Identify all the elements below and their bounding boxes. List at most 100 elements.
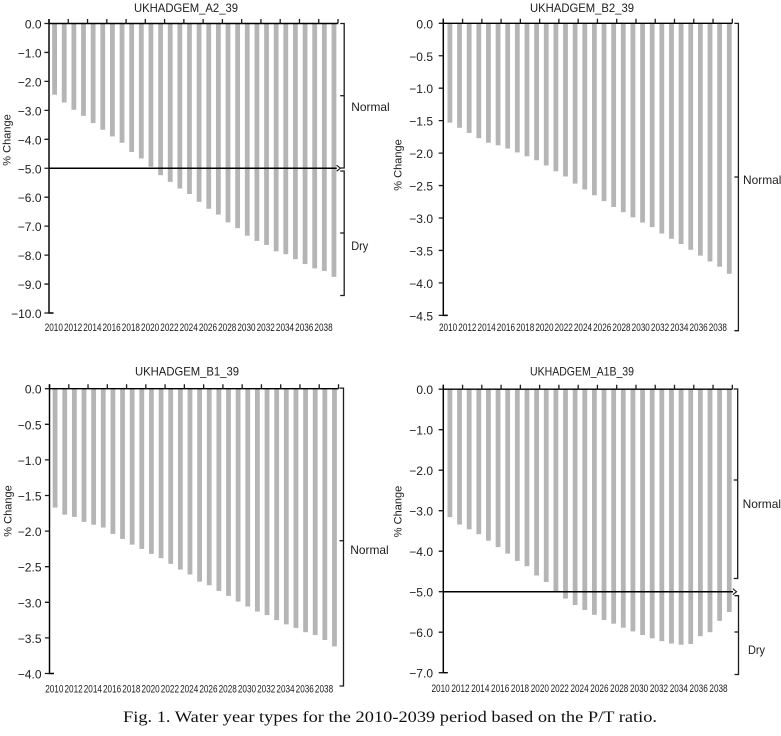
- svg-text:−2.0: −2.0: [18, 75, 42, 89]
- svg-text:% Change: % Change: [393, 486, 405, 537]
- svg-text:−2.0: −2.0: [409, 464, 433, 478]
- svg-text:2016: 2016: [103, 684, 121, 696]
- svg-text:UKHADGEM_B1_39: UKHADGEM_B1_39: [135, 365, 239, 379]
- svg-text:2030: 2030: [630, 683, 648, 695]
- svg-text:−2.0: −2.0: [409, 147, 433, 161]
- svg-text:−3.0: −3.0: [18, 596, 42, 610]
- svg-text:UKHADGEM_A2_39: UKHADGEM_A2_39: [134, 1, 238, 15]
- svg-text:2024: 2024: [570, 683, 588, 695]
- svg-text:Normal: Normal: [743, 173, 781, 187]
- svg-text:2022: 2022: [160, 322, 178, 334]
- svg-text:Normal: Normal: [351, 100, 389, 114]
- svg-text:2012: 2012: [458, 322, 476, 334]
- svg-text:2024: 2024: [574, 322, 592, 334]
- svg-text:% Change: % Change: [392, 139, 404, 190]
- svg-text:2010: 2010: [45, 322, 63, 334]
- svg-text:2028: 2028: [218, 322, 236, 334]
- svg-text:2032: 2032: [651, 322, 669, 334]
- svg-text:2034: 2034: [670, 322, 688, 334]
- svg-text:Dry: Dry: [351, 239, 368, 253]
- svg-text:−7.0: −7.0: [409, 667, 433, 681]
- svg-text:2016: 2016: [497, 322, 515, 334]
- svg-text:−1.0: −1.0: [18, 454, 42, 468]
- svg-text:−1.0: −1.0: [18, 46, 42, 60]
- svg-text:2010: 2010: [439, 322, 457, 334]
- svg-text:Normal: Normal: [350, 543, 388, 557]
- svg-text:2026: 2026: [199, 684, 217, 696]
- svg-text:−5.0: −5.0: [409, 586, 433, 600]
- svg-text:2028: 2028: [219, 684, 237, 696]
- svg-text:2030: 2030: [238, 684, 256, 696]
- svg-text:−3.0: −3.0: [18, 104, 42, 118]
- svg-text:0.0: 0.0: [416, 383, 433, 397]
- svg-text:Normal: Normal: [743, 497, 781, 511]
- svg-text:−6.0: −6.0: [18, 191, 42, 205]
- svg-text:−3.5: −3.5: [18, 632, 42, 646]
- svg-text:−1.0: −1.0: [409, 82, 433, 96]
- svg-text:2034: 2034: [276, 684, 294, 696]
- svg-text:2012: 2012: [64, 322, 82, 334]
- svg-text:−5.0: −5.0: [18, 162, 42, 176]
- svg-text:2016: 2016: [491, 683, 509, 695]
- svg-text:2014: 2014: [84, 684, 102, 696]
- svg-text:−4.0: −4.0: [409, 277, 433, 291]
- svg-text:2038: 2038: [709, 683, 727, 695]
- svg-text:% Change: % Change: [2, 485, 14, 536]
- svg-text:Dry: Dry: [748, 643, 765, 657]
- svg-text:−3.0: −3.0: [409, 505, 433, 519]
- svg-text:−1.5: −1.5: [409, 115, 433, 129]
- svg-text:2038: 2038: [709, 322, 727, 334]
- svg-text:2020: 2020: [142, 684, 160, 696]
- svg-text:2036: 2036: [690, 683, 708, 695]
- svg-text:2018: 2018: [122, 684, 140, 696]
- svg-text:2036: 2036: [296, 684, 314, 696]
- svg-text:2030: 2030: [237, 322, 255, 334]
- svg-text:−3.5: −3.5: [409, 244, 433, 258]
- svg-text:2024: 2024: [180, 322, 198, 334]
- svg-text:−4.0: −4.0: [18, 668, 42, 682]
- svg-text:2028: 2028: [612, 322, 630, 334]
- svg-text:−8.0: −8.0: [18, 249, 42, 263]
- svg-text:2032: 2032: [257, 684, 275, 696]
- svg-text:2020: 2020: [535, 322, 553, 334]
- svg-text:2020: 2020: [531, 683, 549, 695]
- svg-text:−9.0: −9.0: [18, 278, 42, 292]
- svg-text:−2.5: −2.5: [409, 180, 433, 194]
- svg-text:2036: 2036: [689, 322, 707, 334]
- svg-text:−1.5: −1.5: [18, 490, 42, 504]
- svg-text:2022: 2022: [555, 322, 573, 334]
- svg-text:2022: 2022: [161, 684, 179, 696]
- svg-text:2030: 2030: [632, 322, 650, 334]
- svg-text:2022: 2022: [551, 683, 569, 695]
- svg-text:−4.0: −4.0: [409, 545, 433, 559]
- svg-text:−2.0: −2.0: [18, 525, 42, 539]
- svg-text:2028: 2028: [610, 683, 628, 695]
- svg-text:−0.5: −0.5: [409, 50, 433, 64]
- svg-text:0.0: 0.0: [416, 17, 433, 31]
- svg-text:−0.5: −0.5: [18, 418, 42, 432]
- svg-text:−7.0: −7.0: [18, 220, 42, 234]
- svg-text:2026: 2026: [593, 322, 611, 334]
- svg-text:2038: 2038: [314, 322, 332, 334]
- svg-text:2014: 2014: [471, 683, 489, 695]
- svg-text:−2.5: −2.5: [18, 561, 42, 575]
- svg-text:UKHADGEM_A1B_39: UKHADGEM_A1B_39: [530, 365, 634, 379]
- svg-text:−4.5: −4.5: [409, 309, 433, 323]
- svg-text:2018: 2018: [516, 322, 534, 334]
- svg-text:2032: 2032: [650, 683, 668, 695]
- svg-text:2038: 2038: [315, 684, 333, 696]
- svg-text:2024: 2024: [180, 684, 198, 696]
- svg-text:−4.0: −4.0: [18, 133, 42, 147]
- svg-text:% Change: % Change: [2, 114, 14, 165]
- svg-text:2010: 2010: [45, 684, 63, 696]
- svg-text:0.0: 0.0: [25, 383, 42, 397]
- svg-text:2018: 2018: [122, 322, 140, 334]
- svg-text:2034: 2034: [276, 322, 294, 334]
- svg-text:−10.0: −10.0: [11, 307, 42, 321]
- svg-text:−1.0: −1.0: [409, 424, 433, 438]
- svg-text:2014: 2014: [478, 322, 496, 334]
- svg-text:0.0: 0.0: [25, 18, 42, 32]
- svg-text:2012: 2012: [64, 684, 82, 696]
- svg-text:2012: 2012: [451, 683, 469, 695]
- svg-text:2018: 2018: [511, 683, 529, 695]
